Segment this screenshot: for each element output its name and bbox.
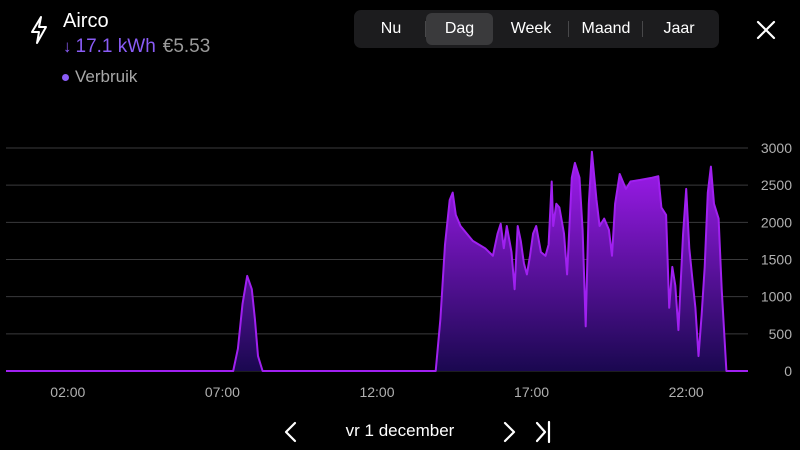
energy-summary: ↓ 17.1 kWh €5.53 [63,36,210,58]
legend-label: Verbruik [75,67,138,86]
tab-nu[interactable]: Nu [356,13,426,45]
x-axis-ticks: 02:00 07:00 12:00 17:00 22:00 [50,384,704,400]
x-tick-label: 17:00 [514,384,549,400]
tab-jaar[interactable]: Jaar [643,13,715,45]
next-day-button[interactable] [498,419,520,445]
chart-series [6,150,748,372]
energy-chart: 0 500 1000 1500 2000 2500 3000 02:00 07:00 12:00… [6,140,792,400]
y-axis-ticks: 0 500 1000 1500 2000 2500 3000 [761,140,792,379]
series-area [6,151,748,371]
tab-label: Dag [444,20,475,37]
date-label: vr 1 december [345,421,455,440]
energy-value: 17.1 kWh [75,36,156,57]
tab-dag[interactable]: Dag [426,13,493,45]
x-tick-label: 02:00 [50,384,85,400]
chevron-right-icon [503,421,516,443]
cost-value: €5.53 [162,36,211,57]
arrow-down-icon: ↓ [63,37,72,56]
y-tick-label: 2000 [761,214,792,230]
y-tick-label: 3000 [761,140,792,156]
y-tick-label: 2500 [761,177,792,193]
skip-to-end-icon [535,420,551,444]
chevron-left-icon [284,421,297,443]
y-tick-label: 1000 [761,289,792,305]
close-icon [756,20,776,40]
lightning-bolt-icon [31,16,47,44]
series-legend: Verbruik [62,67,137,87]
period-tabs: Nu Dag Week Maand Jaar [354,10,719,48]
y-tick-label: 500 [769,326,793,342]
tab-label: Maand [581,20,631,37]
tab-label: Week [510,20,552,37]
series-line [6,150,748,372]
x-tick-label: 22:00 [669,384,704,400]
tab-week[interactable]: Week [493,13,569,45]
tab-label: Jaar [663,20,695,37]
x-tick-label: 12:00 [359,384,394,400]
close-button[interactable] [753,17,779,43]
legend-dot-icon [62,73,69,81]
tab-maand[interactable]: Maand [569,13,643,45]
y-tick-label: 0 [784,363,792,379]
previous-day-button[interactable] [280,419,302,445]
tab-label: Nu [380,20,402,37]
x-tick-label: 07:00 [205,384,240,400]
jump-to-today-button[interactable] [530,419,554,445]
device-title: Airco [63,10,109,32]
y-tick-label: 1500 [761,252,792,268]
